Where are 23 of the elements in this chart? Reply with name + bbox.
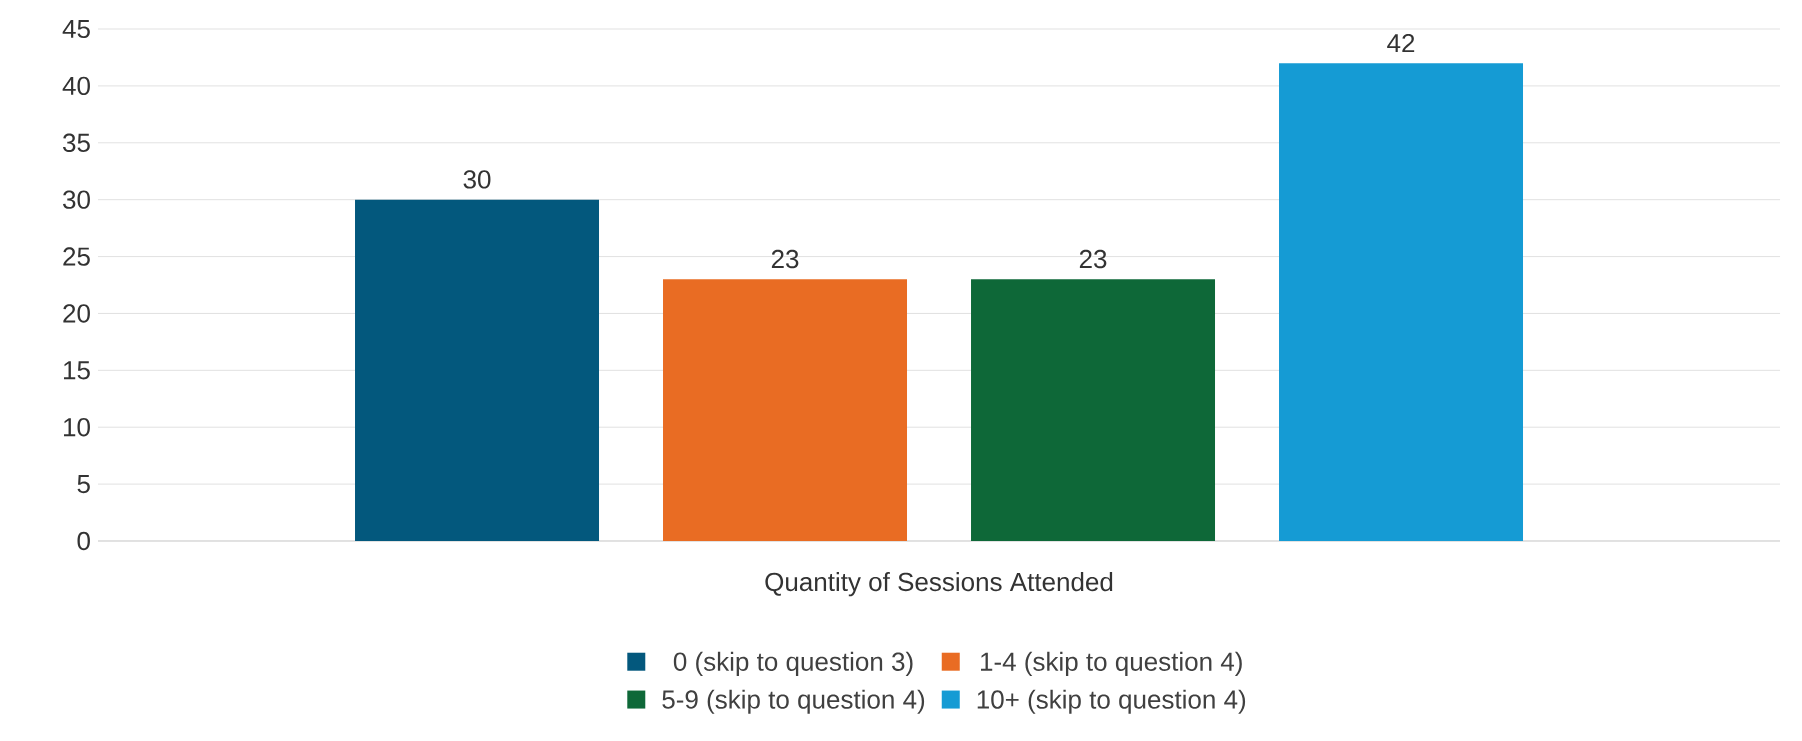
bar xyxy=(355,199,600,541)
legend-label: 10+ (skip to question 4) xyxy=(977,689,1246,714)
y-tick-label: 35 xyxy=(63,133,90,152)
y-tick-label: 20 xyxy=(63,304,90,323)
x-tick-label: Quantity of Sessions Attended xyxy=(765,572,1113,597)
legend-label: 1-4 (skip to question 4) xyxy=(980,651,1242,677)
data-label: 30 xyxy=(463,170,491,189)
y-tick-label: 25 xyxy=(63,247,90,266)
y-tick-label: 5 xyxy=(77,475,90,494)
data-label: 42 xyxy=(1387,33,1415,53)
data-label: 23 xyxy=(771,249,799,269)
y-tick-label: 45 xyxy=(62,19,90,39)
y-tick-label: 30 xyxy=(63,190,90,209)
bar xyxy=(1279,63,1524,541)
bar xyxy=(663,279,908,541)
y-tick-label: 0 xyxy=(77,531,90,551)
y-tick-label: 10 xyxy=(64,418,90,437)
legend-label: 5-9 (skip to question 4) xyxy=(662,689,925,714)
bar xyxy=(971,279,1216,541)
y-tick-label: 15 xyxy=(64,361,90,380)
y-tick-label: 40 xyxy=(62,76,90,96)
data-label: 23 xyxy=(1079,249,1107,269)
legend-label: 0 (skip to question 3) xyxy=(673,651,913,677)
